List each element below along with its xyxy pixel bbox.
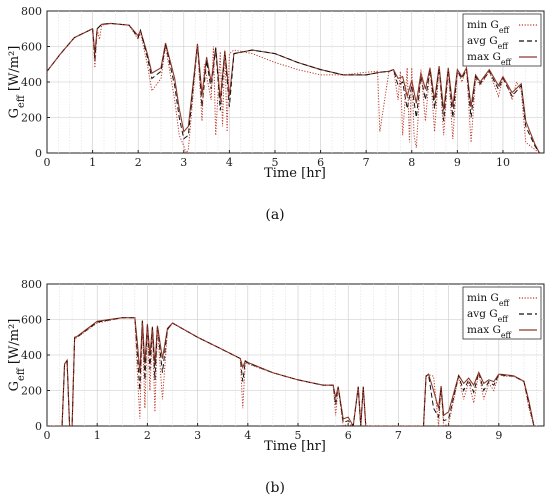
- legend-label: min Geff: [467, 292, 510, 308]
- series-b: [47, 317, 535, 426]
- x-axis-label-b: Time [hr]: [264, 439, 326, 454]
- x-tick-label: 2: [135, 156, 142, 169]
- x-tick-label: 9: [495, 429, 502, 442]
- x-tick-label: 8: [408, 156, 415, 169]
- x-axis-label-a: Time [hr]: [264, 166, 326, 181]
- x-tick-label: 7: [395, 429, 402, 442]
- x-tick-label: 2: [144, 429, 151, 442]
- legend-label: avg Geff: [467, 35, 509, 51]
- x-tick-label: 1: [89, 156, 96, 169]
- x-tick-label: 3: [194, 429, 201, 442]
- x-tick-label: 3: [180, 156, 187, 169]
- y-tick-label: 200: [21, 385, 42, 398]
- y-tick-label: 800: [21, 5, 42, 18]
- y-axis-label-a: Geff [W/m²]: [7, 46, 27, 119]
- grid-a: [47, 11, 544, 153]
- series-line-min-g-eff: [47, 317, 535, 426]
- legend-label: min Geff: [467, 19, 510, 35]
- ticks-b: 0 1 2 3 4 5 6 7 8 9 0 200 400 600 800: [21, 278, 502, 442]
- y-tick-label: 0: [35, 420, 42, 433]
- y-tick-label: 600: [21, 314, 42, 327]
- legend-label: max Geff: [467, 51, 513, 67]
- legend-label: avg Geff: [467, 308, 509, 324]
- y-tick-label: 400: [21, 349, 42, 362]
- x-tick-label: 5: [295, 429, 302, 442]
- x-tick-label: 9: [454, 156, 461, 169]
- x-tick-label: 10: [496, 156, 510, 169]
- y-tick-label: 600: [21, 41, 42, 54]
- y-tick-label: 800: [21, 278, 42, 291]
- series-line-min-g-eff: [47, 22, 540, 153]
- panel-caption-b: (b): [265, 480, 285, 496]
- x-tick-label: 0: [44, 156, 51, 169]
- y-tick-label: 200: [21, 112, 42, 125]
- x-tick-label: 8: [445, 429, 452, 442]
- x-tick-label: 6: [317, 156, 324, 169]
- panel-caption-a: (a): [265, 207, 284, 223]
- y-tick-label: 0: [35, 147, 42, 160]
- series-a: [47, 22, 540, 153]
- x-tick-label: 5: [271, 156, 278, 169]
- x-tick-label: 4: [244, 429, 251, 442]
- x-tick-label: 7: [363, 156, 370, 169]
- y-axis-label-b: Geff [W/m²]: [7, 319, 27, 392]
- y-tick-label: 400: [21, 76, 42, 89]
- series-line-avg-g-eff: [47, 317, 535, 426]
- legend-label: max Geff: [467, 324, 513, 340]
- series-line-avg-g-eff: [47, 22, 540, 153]
- x-tick-label: 6: [345, 429, 352, 442]
- ticks-a: 0 1 2 3 4 5 6 7 8 9 10 0 200 400 600 800: [21, 5, 510, 169]
- x-tick-label: 1: [94, 429, 101, 442]
- x-tick-label: 0: [44, 429, 51, 442]
- x-tick-label: 4: [226, 156, 233, 169]
